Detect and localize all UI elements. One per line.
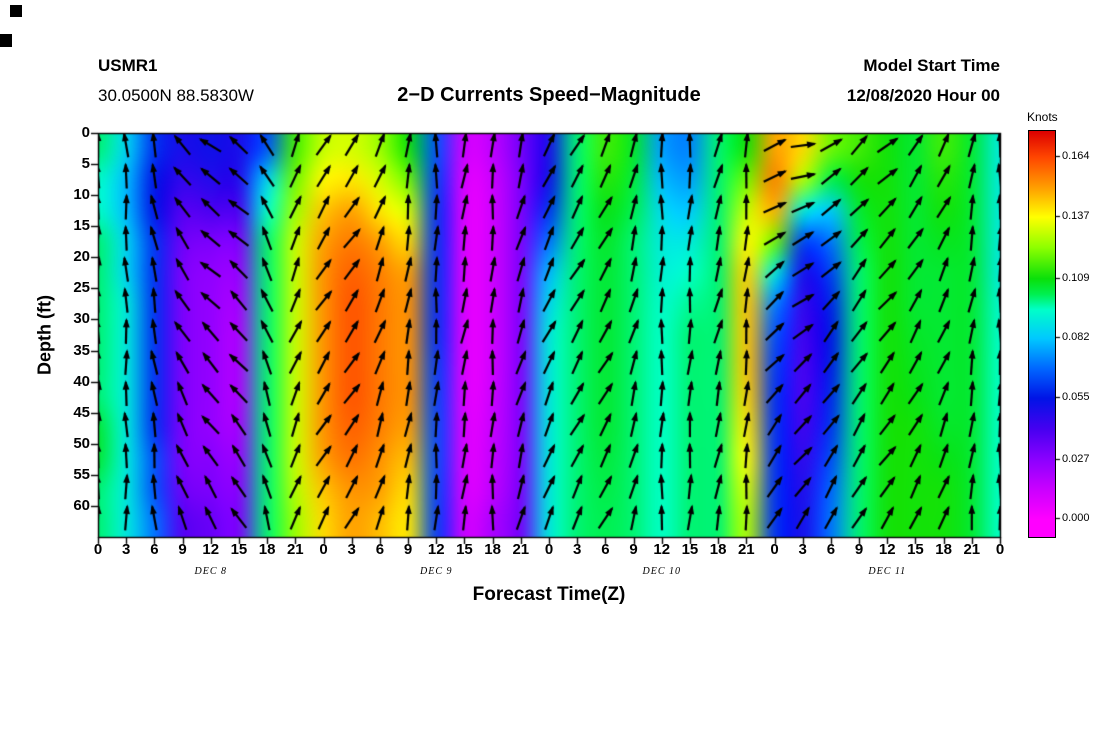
x-tick-label: 0 (995, 541, 1005, 558)
colorbar-tick-label: 0.137 (1062, 210, 1090, 223)
date-label: DEC 11 (868, 566, 907, 577)
colorbar-tick-label: 0.109 (1062, 271, 1090, 284)
date-label: DEC 10 (642, 566, 681, 577)
x-tick-label: 18 (258, 541, 276, 558)
colorbar-gradient (1029, 131, 1055, 537)
x-tick-label: 15 (907, 541, 924, 558)
station-id: USMR1 (98, 56, 158, 75)
corner-artifact-mark (10, 5, 22, 17)
x-tick-label: 3 (347, 541, 356, 558)
colorbar-tick-label: 0.027 (1062, 452, 1090, 465)
x-tick-label: 12 (202, 541, 220, 558)
model-start-time-value: 12/08/2020 Hour 00 (846, 86, 1000, 105)
x-tick-label: 3 (573, 541, 582, 558)
x-tick-label: 15 (230, 541, 248, 558)
y-tick-label: 0 (81, 124, 90, 141)
x-tick-label: 6 (601, 541, 610, 558)
x-tick-label: 15 (456, 541, 473, 558)
date-label: DEC 8 (194, 566, 227, 577)
x-tick-label: 9 (854, 541, 864, 558)
y-tick-label: 25 (73, 279, 90, 297)
y-tick-label: 50 (73, 434, 90, 452)
model-start-time-label: Model Start Time (863, 56, 1000, 75)
colorbar-tick-label: 0.082 (1062, 331, 1090, 344)
x-axis-label: Forecast Time(Z) (472, 584, 626, 605)
x-tick-label: 9 (178, 541, 187, 558)
y-tick-label: 5 (81, 155, 90, 173)
y-tick-label: 10 (73, 186, 90, 204)
y-tick-label: 40 (73, 372, 90, 390)
x-tick-label: 0 (544, 541, 554, 558)
x-tick-label: 12 (653, 541, 671, 558)
station-coordinates: 30.0500N 88.5830W (98, 86, 254, 105)
y-tick-label: 30 (73, 310, 90, 328)
colorbar-title: Knots (1027, 110, 1058, 124)
x-tick-label: 0 (93, 541, 103, 558)
y-tick-label: 55 (73, 465, 90, 483)
colorbar-tick-label: 0.164 (1062, 150, 1090, 163)
x-tick-label: 18 (709, 541, 727, 558)
colorbar-tick-label: 0.055 (1062, 390, 1090, 403)
x-tick-label: 12 (878, 541, 896, 558)
x-tick-label: 6 (826, 541, 836, 558)
corner-artifact-mark (0, 34, 12, 47)
x-tick-label: 21 (512, 541, 530, 558)
x-tick-label: 21 (963, 541, 981, 558)
x-tick-label: 6 (375, 541, 385, 558)
x-tick-label: 9 (629, 541, 638, 558)
x-tick-label: 12 (427, 541, 445, 558)
x-tick-label: 21 (737, 541, 755, 558)
y-axis-label: Depth (ft) (34, 295, 55, 375)
y-tick-label: 20 (73, 248, 90, 266)
x-tick-label: 3 (798, 541, 807, 558)
colorbar (1028, 130, 1056, 538)
x-tick-label: 6 (150, 541, 159, 558)
x-tick-label: 18 (935, 541, 952, 558)
x-tick-label: 15 (681, 541, 699, 558)
chart-title: 2−D Currents Speed−Magnitude (397, 84, 701, 106)
date-label: DEC 9 (420, 566, 453, 577)
y-tick-label: 35 (73, 341, 90, 359)
x-tick-label: 3 (122, 541, 131, 558)
x-tick-label: 18 (484, 541, 501, 558)
y-tick-label: 60 (73, 496, 90, 514)
x-tick-label: 0 (770, 541, 779, 558)
y-tick-label: 45 (73, 403, 90, 421)
x-tick-label: 9 (403, 541, 413, 558)
x-tick-label: 21 (286, 541, 304, 558)
x-tick-label: 0 (319, 541, 328, 558)
y-tick-label: 15 (73, 217, 90, 235)
colorbar-tick-label: 0.000 (1062, 512, 1090, 525)
